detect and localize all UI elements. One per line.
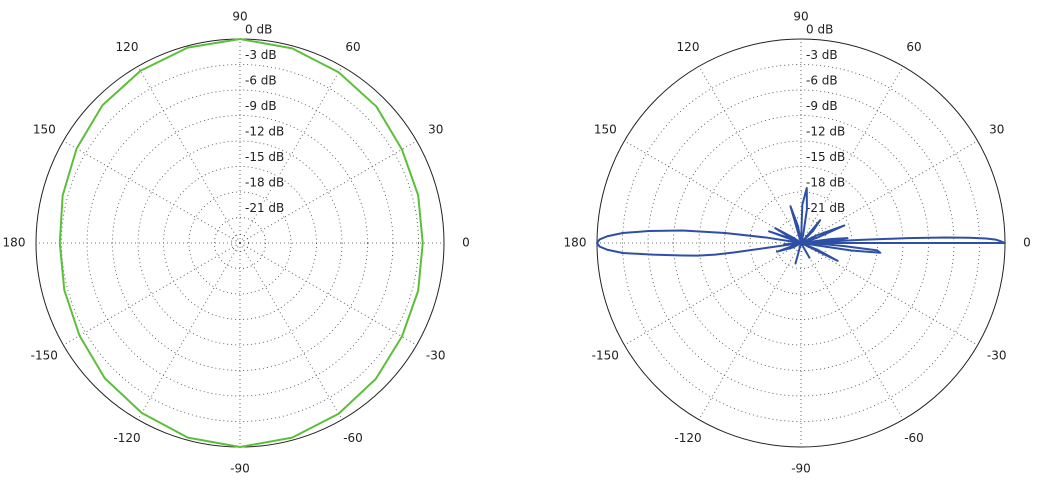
angle-tick-label: 180 <box>3 236 26 250</box>
angle-tick-label: -120 <box>113 431 140 445</box>
angle-tick-label: 150 <box>33 123 56 137</box>
radius-tick-label: -21 dB <box>806 201 845 215</box>
angle-tick-label: 0 <box>1023 236 1031 250</box>
angle-tick-label: -90 <box>791 462 811 476</box>
radius-tick-label: -18 dB <box>245 176 284 190</box>
radius-tick-label: -6 dB <box>806 74 838 88</box>
radius-tick-label: -3 dB <box>245 48 277 62</box>
polar-plot-2: 0 30 60 90 120 150 180 -150 -120 -90 -60 -30 0 dB -3 … <box>564 10 1031 476</box>
radius-tick-label: -15 dB <box>806 150 845 164</box>
series-line <box>58 38 424 448</box>
angle-tick-label: -120 <box>674 431 701 445</box>
angle-tick-label: 120 <box>116 40 139 54</box>
angle-tick-label: -150 <box>31 349 58 363</box>
radius-tick-label: -9 dB <box>245 99 277 113</box>
radius-tick-label: -6 dB <box>245 74 277 88</box>
angle-tick-label: -150 <box>592 349 619 363</box>
angle-tick-label: -60 <box>343 431 363 445</box>
radius-tick-label: -12 dB <box>245 125 284 139</box>
angle-tick-label: -30 <box>426 349 446 363</box>
radial-grid-ring <box>188 191 292 295</box>
angle-tick-label: 0 <box>462 236 470 250</box>
radius-tick-label: 0 dB <box>806 23 833 37</box>
angle-tick-label: -60 <box>904 431 924 445</box>
angle-tick-label: -90 <box>230 462 250 476</box>
radius-tick-label: -15 dB <box>245 150 284 164</box>
radius-tick-label: 0 dB <box>245 23 272 37</box>
angle-tick-label: 90 <box>793 10 808 24</box>
angle-tick-label: 30 <box>428 123 443 137</box>
radius-tick-label: -21 dB <box>245 201 284 215</box>
angle-tick-label: 120 <box>677 40 700 54</box>
radius-tick-label: -3 dB <box>806 48 838 62</box>
angle-tick-label: 180 <box>564 236 587 250</box>
radial-grid-ring <box>137 140 343 346</box>
radial-grid-ring <box>61 64 419 422</box>
polar-plot-1: 0 30 60 90 120 150 180 -150 -120 -90 -60 -30 0 dB -3 … <box>3 10 470 476</box>
angle-tick-label: 60 <box>345 40 360 54</box>
angle-tick-label: 90 <box>232 10 247 24</box>
radial-grid-ring <box>112 115 368 371</box>
radius-tick-label: -9 dB <box>806 99 838 113</box>
radial-grid-ring <box>214 217 266 269</box>
angle-tick-label: -30 <box>987 349 1007 363</box>
radius-tick-label: -18 dB <box>806 176 845 190</box>
angle-tick-label: 30 <box>989 123 1004 137</box>
radius-tick-label: -12 dB <box>806 125 845 139</box>
angle-tick-label: 150 <box>594 123 617 137</box>
series-line <box>596 187 1006 265</box>
angle-tick-label: 60 <box>906 40 921 54</box>
